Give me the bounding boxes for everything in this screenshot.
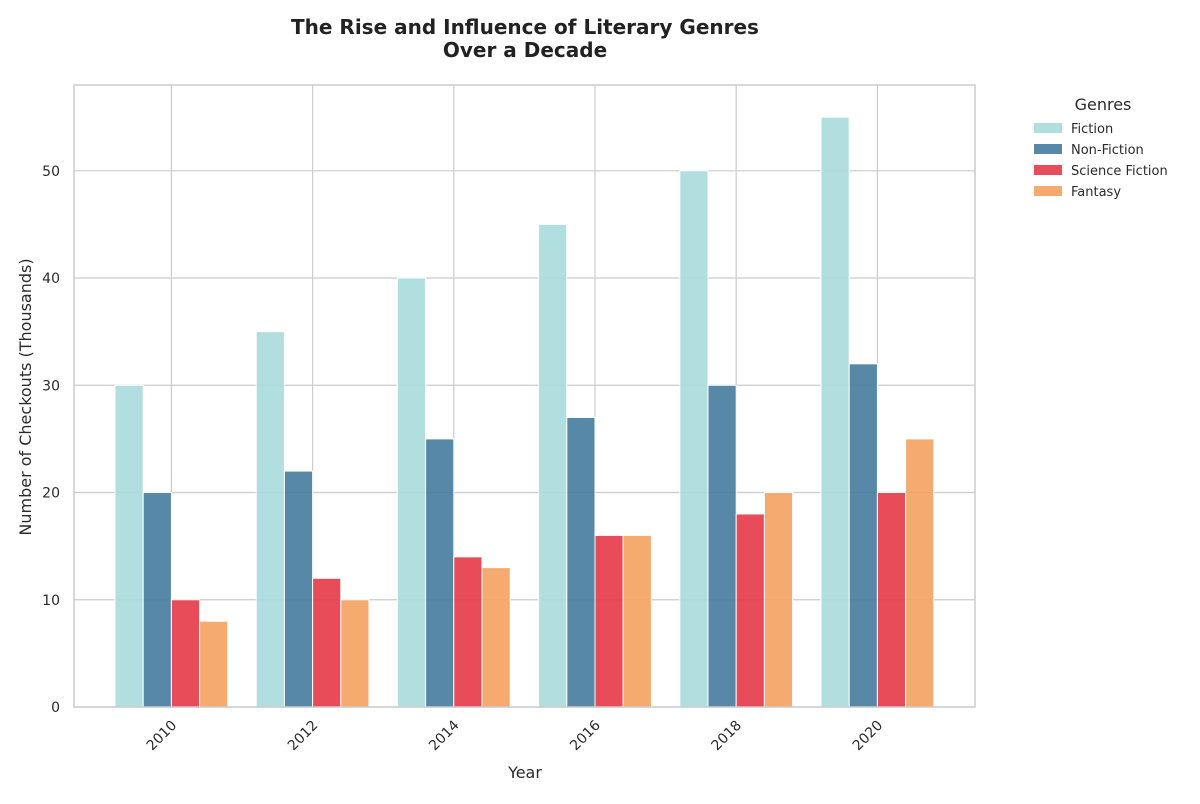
- x-tick-label: 2020: [850, 718, 887, 755]
- chart-title-line-1: The Rise and Influence of Literary Genre…: [291, 15, 759, 39]
- legend-label: Fiction: [1071, 122, 1113, 137]
- legend-swatch: [1034, 144, 1062, 154]
- bar-non-fiction: [425, 438, 455, 708]
- y-tick-label: 0: [51, 700, 60, 716]
- bar-science-fiction: [453, 556, 483, 708]
- y-tick-label: 40: [42, 271, 60, 287]
- y-tick-label: 30: [42, 378, 60, 394]
- bar-non-fiction: [848, 363, 878, 708]
- bar-fiction: [114, 384, 144, 708]
- bar-fiction: [679, 170, 709, 708]
- plot-frame: [73, 84, 976, 708]
- bar-fantasy: [340, 599, 370, 708]
- bar-non-fiction: [142, 492, 172, 708]
- y-tick-label: 10: [42, 593, 60, 609]
- bar-science-fiction: [594, 534, 624, 708]
- x-tick-label: 2016: [567, 717, 604, 754]
- bar-science-fiction: [170, 599, 201, 708]
- bar-science-fiction: [876, 492, 907, 708]
- legend-swatch: [1034, 165, 1062, 175]
- bar-fiction: [820, 116, 850, 708]
- bar-fiction: [538, 223, 568, 708]
- y-axis-label: Number of Checkouts (Thousands): [16, 258, 35, 535]
- legend-swatch: [1034, 186, 1062, 196]
- bar-fiction: [396, 277, 427, 708]
- bar-fantasy: [481, 567, 511, 708]
- legend-title: Genres: [1075, 95, 1132, 114]
- legend-swatch: [1034, 123, 1062, 133]
- bar-science-fiction: [312, 577, 342, 708]
- x-tick-label: 2018: [709, 718, 746, 755]
- bar-fantasy: [905, 438, 935, 708]
- chart-title-line-2: Over a Decade: [443, 38, 607, 62]
- legend-label: Non-Fiction: [1071, 143, 1144, 158]
- bar-fiction: [255, 331, 285, 708]
- y-tick-label: 20: [42, 486, 60, 502]
- bar-layer: [114, 116, 935, 708]
- y-tick-label: 50: [42, 164, 60, 180]
- bar-non-fiction: [707, 384, 737, 708]
- bar-non-fiction: [283, 470, 314, 708]
- x-tick-label: 2014: [426, 717, 463, 754]
- legend-label: Fantasy: [1071, 185, 1121, 200]
- x-tick-label: 2012: [285, 718, 322, 755]
- legend-items: Fiction Non-Fiction Science Fiction Fantasy: [1034, 122, 1168, 200]
- x-tick-label: 2010: [144, 718, 181, 755]
- x-axis-label: Year: [507, 763, 542, 782]
- legend-label: Science Fiction: [1071, 164, 1168, 179]
- bar-science-fiction: [735, 513, 765, 708]
- legend: Genres Fiction Non-Fiction Science Fiction…: [1034, 95, 1168, 200]
- bar-fantasy: [763, 492, 794, 708]
- bar-non-fiction: [566, 416, 596, 708]
- bar-fantasy: [622, 534, 652, 708]
- bar-fantasy: [199, 620, 229, 708]
